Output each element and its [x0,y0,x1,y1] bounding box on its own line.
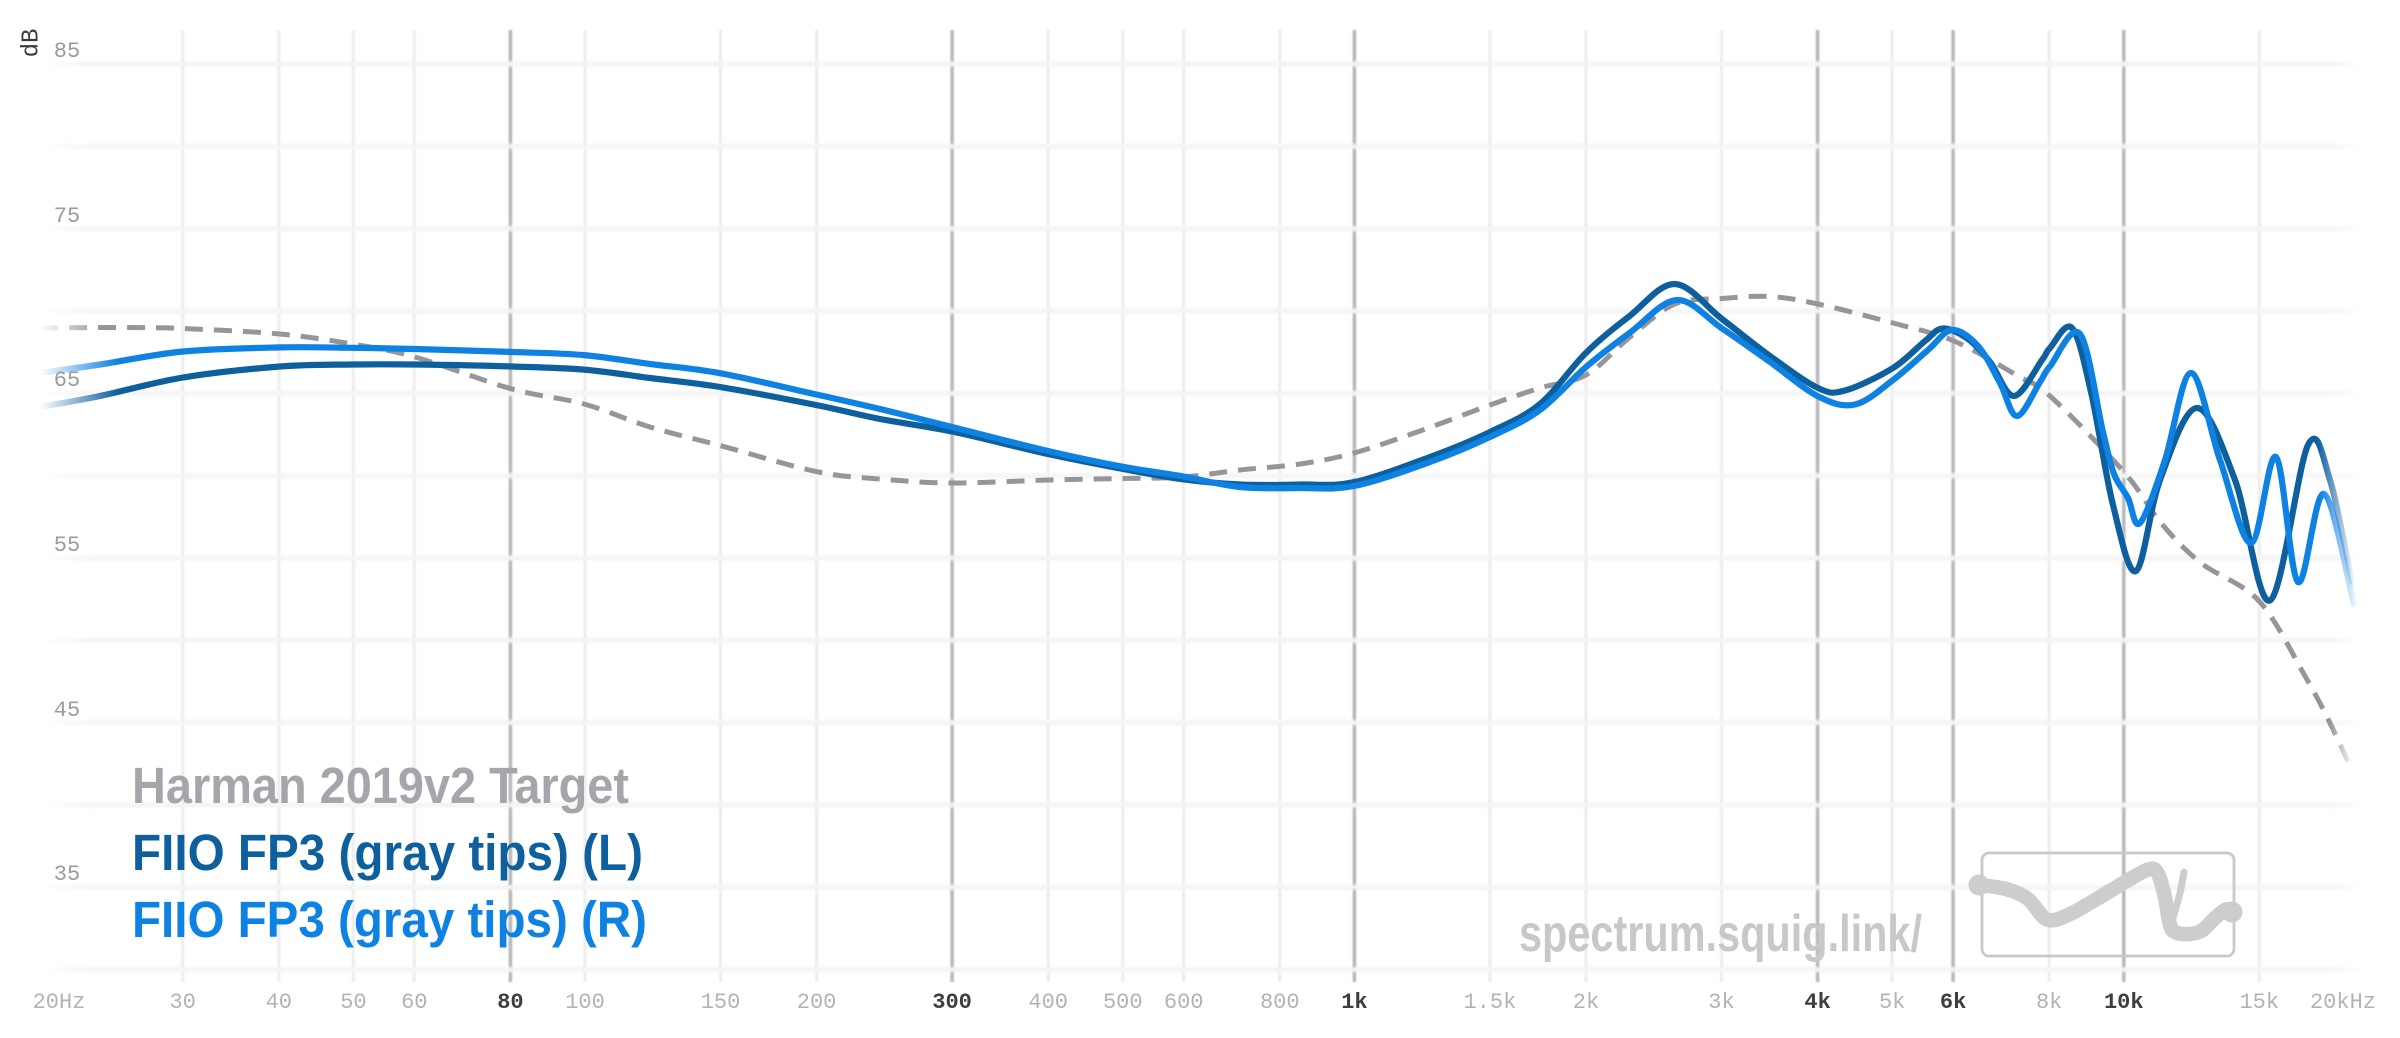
svg-text:600: 600 [1164,990,1204,1015]
svg-text:10k: 10k [2104,990,2144,1015]
svg-text:1k: 1k [1341,990,1367,1015]
svg-text:4k: 4k [1804,990,1830,1015]
svg-text:800: 800 [1260,990,1300,1015]
svg-text:40: 40 [266,990,292,1015]
svg-text:300: 300 [932,990,972,1015]
svg-text:8k: 8k [2036,990,2062,1015]
svg-text:80: 80 [497,990,523,1015]
svg-text:2k: 2k [1573,990,1599,1015]
svg-text:400: 400 [1028,990,1068,1015]
svg-text:55: 55 [54,533,80,558]
svg-text:75: 75 [54,204,80,229]
svg-text:FIIO FP3 (gray tips) (R): FIIO FP3 (gray tips) (R) [132,891,647,948]
svg-text:6k: 6k [1940,990,1966,1015]
svg-text:60: 60 [401,990,427,1015]
svg-text:1.5k: 1.5k [1463,990,1516,1015]
svg-text:15k: 15k [2239,990,2279,1015]
svg-text:FIIO FP3 (gray tips) (L): FIIO FP3 (gray tips) (L) [132,824,643,881]
svg-text:3k: 3k [1708,990,1734,1015]
svg-text:65: 65 [54,368,80,393]
svg-text:30: 30 [169,990,195,1015]
svg-text:45: 45 [54,698,80,723]
svg-text:35: 35 [54,862,80,887]
svg-text:500: 500 [1103,990,1143,1015]
svg-text:20kHz: 20kHz [2310,990,2376,1015]
svg-text:200: 200 [797,990,837,1015]
svg-text:5k: 5k [1879,990,1905,1015]
svg-text:50: 50 [340,990,366,1015]
svg-text:Harman 2019v2 Target: Harman 2019v2 Target [132,757,629,814]
svg-text:spectrum.squig.link/: spectrum.squig.link/ [1519,905,1922,963]
svg-text:100: 100 [565,990,605,1015]
svg-text:dB: dB [18,29,45,58]
svg-text:85: 85 [54,39,80,64]
svg-text:20Hz: 20Hz [33,990,86,1015]
svg-text:150: 150 [701,990,741,1015]
